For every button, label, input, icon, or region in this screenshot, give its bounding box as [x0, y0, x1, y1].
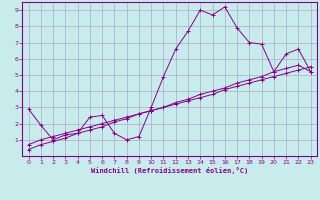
X-axis label: Windchill (Refroidissement éolien,°C): Windchill (Refroidissement éolien,°C): [91, 167, 248, 174]
